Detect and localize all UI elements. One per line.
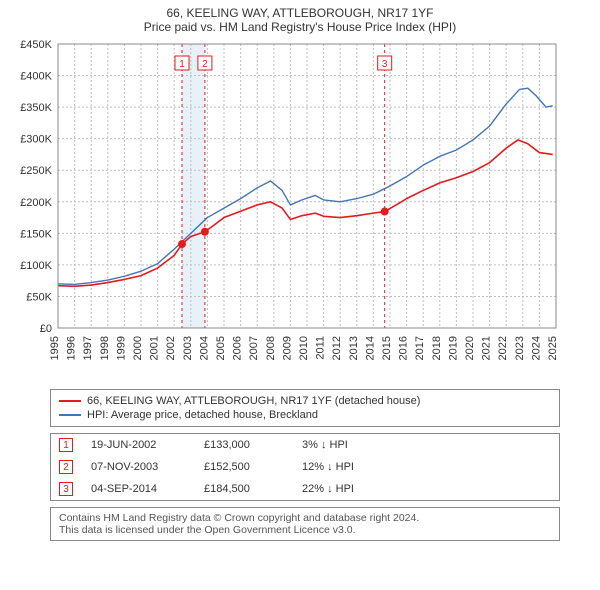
legend-label: 66, KEELING WAY, ATTLEBOROUGH, NR17 1YF …: [87, 395, 420, 407]
x-tick-label: 2024: [530, 336, 542, 360]
sale-row-number: 2: [59, 460, 73, 474]
y-tick-label: £0: [40, 323, 52, 335]
sale-row: 1 19-JUN-2002 £133,000 3% ↓ HPI: [51, 434, 559, 456]
title-address: 66, KEELING WAY, ATTLEBOROUGH, NR17 1YF: [10, 6, 590, 20]
sale-row-price: £133,000: [204, 439, 284, 451]
legend: 66, KEELING WAY, ATTLEBOROUGH, NR17 1YF …: [50, 389, 560, 427]
x-tick-label: 2019: [447, 336, 459, 360]
x-tick-label: 2009: [281, 336, 293, 360]
y-tick-label: £450K: [20, 39, 52, 51]
sale-row-diff: 22% ↓ HPI: [302, 483, 392, 495]
y-tick-label: £300K: [20, 134, 52, 146]
x-tick-label: 2012: [331, 336, 343, 360]
x-tick-label: 2008: [265, 336, 277, 360]
x-tick-label: 2018: [431, 336, 443, 360]
sales-table: 1 19-JUN-2002 £133,000 3% ↓ HPI 2 07-NOV-2003…: [50, 433, 560, 501]
attribution: Contains HM Land Registry data © Crown c…: [50, 507, 560, 541]
x-tick-label: 2020: [464, 336, 476, 360]
y-tick-label: £50K: [26, 291, 52, 303]
sale-row-date: 07-NOV-2003: [91, 461, 186, 473]
chart-plot: £0 £50K £100K £150K £200K £250K £300K £350K £400…: [10, 38, 590, 383]
x-tick-label: 2021: [481, 336, 493, 360]
x-tick-label: 1999: [115, 336, 127, 360]
sale-row-price: £184,500: [204, 483, 284, 495]
x-tick-label: 2000: [132, 336, 144, 360]
x-tick-label: 2017: [414, 336, 426, 360]
legend-swatch: [59, 400, 81, 402]
sale-row-diff: 12% ↓ HPI: [302, 461, 392, 473]
x-tick-label: 1995: [49, 336, 61, 360]
sale-marker-dot: [178, 240, 186, 248]
x-tick-label: 2007: [248, 336, 260, 360]
sale-row-number: 1: [59, 438, 73, 452]
title-subtitle: Price paid vs. HM Land Registry's House …: [10, 20, 590, 34]
y-tick-label: £250K: [20, 165, 52, 177]
legend-swatch: [59, 414, 81, 416]
sale-row-price: £152,500: [204, 461, 284, 473]
chart-container: 66, KEELING WAY, ATTLEBOROUGH, NR17 1YF …: [0, 0, 600, 551]
legend-item: 66, KEELING WAY, ATTLEBOROUGH, NR17 1YF …: [59, 394, 551, 408]
x-tick-label: 2011: [315, 336, 327, 360]
x-tick-label: 1997: [82, 336, 94, 360]
x-tick-label: 1998: [99, 336, 111, 360]
sale-marker-number: 1: [179, 59, 185, 70]
sale-row-diff: 3% ↓ HPI: [302, 439, 392, 451]
line-chart-svg: £0 £50K £100K £150K £200K £250K £300K £350K £400…: [10, 38, 570, 378]
attribution-line1: Contains HM Land Registry data © Crown c…: [59, 512, 551, 524]
x-tick-label: 2023: [514, 336, 526, 360]
sale-row-date: 04-SEP-2014: [91, 483, 186, 495]
sale-marker-number: 2: [202, 59, 208, 70]
ownership-band: [182, 44, 205, 328]
y-tick-label: £200K: [20, 197, 52, 209]
x-tick-label: 2004: [198, 336, 210, 360]
x-tick-label: 2001: [149, 336, 161, 360]
x-tick-label: 2022: [497, 336, 509, 360]
x-tick-label: 2003: [182, 336, 194, 360]
x-tick-label: 2010: [298, 336, 310, 360]
x-tick-label: 2006: [232, 336, 244, 360]
x-tick-label: 2016: [398, 336, 410, 360]
y-tick-label: £400K: [20, 71, 52, 83]
y-tick-label: £350K: [20, 102, 52, 114]
sale-row: 3 04-SEP-2014 £184,500 22% ↓ HPI: [51, 478, 559, 500]
x-tick-label: 2014: [364, 336, 376, 360]
x-tick-label: 2013: [348, 336, 360, 360]
x-tick-label: 2015: [381, 336, 393, 360]
attribution-line2: This data is licensed under the Open Gov…: [59, 524, 551, 536]
x-tick-label: 1996: [66, 336, 78, 360]
x-tick-label: 2005: [215, 336, 227, 360]
sale-row-number: 3: [59, 482, 73, 496]
y-tick-label: £150K: [20, 228, 52, 240]
x-tick-label: 2025: [547, 336, 559, 360]
sale-row-date: 19-JUN-2002: [91, 439, 186, 451]
x-tick-label: 2002: [165, 336, 177, 360]
sale-marker-number: 3: [382, 59, 388, 70]
legend-label: HPI: Average price, detached house, Brec…: [87, 409, 318, 421]
sale-marker-dot: [381, 208, 389, 216]
sale-row: 2 07-NOV-2003 £152,500 12% ↓ HPI: [51, 456, 559, 478]
y-tick-label: £100K: [20, 260, 52, 272]
legend-item: HPI: Average price, detached house, Brec…: [59, 408, 551, 422]
sale-marker-dot: [201, 228, 209, 236]
